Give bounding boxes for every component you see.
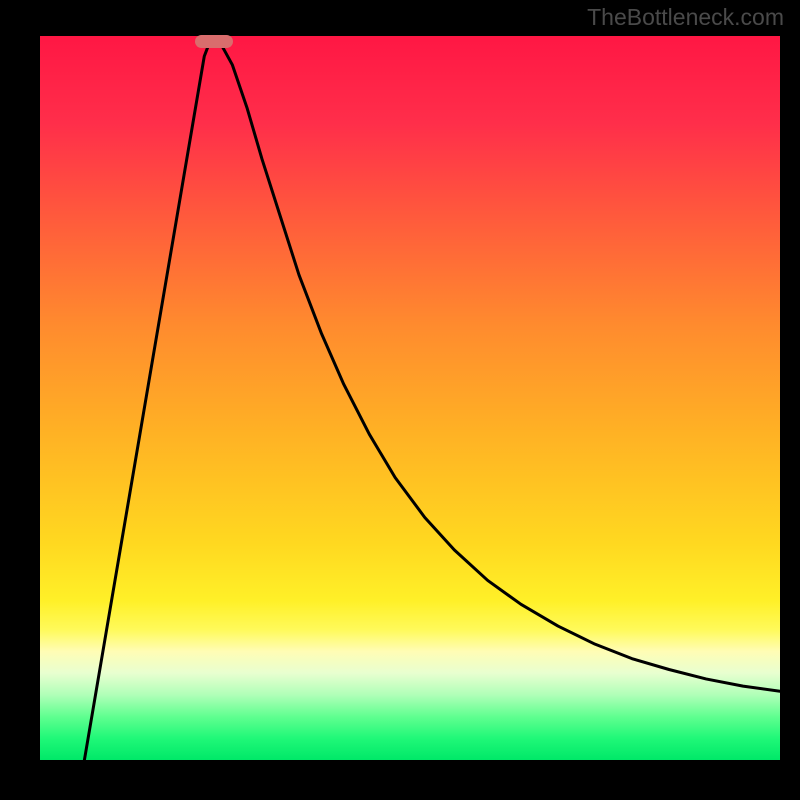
optimum-marker [195,35,233,48]
watermark-text: TheBottleneck.com [587,4,784,31]
bottleneck-curve [40,36,780,760]
chart-area [40,36,780,760]
